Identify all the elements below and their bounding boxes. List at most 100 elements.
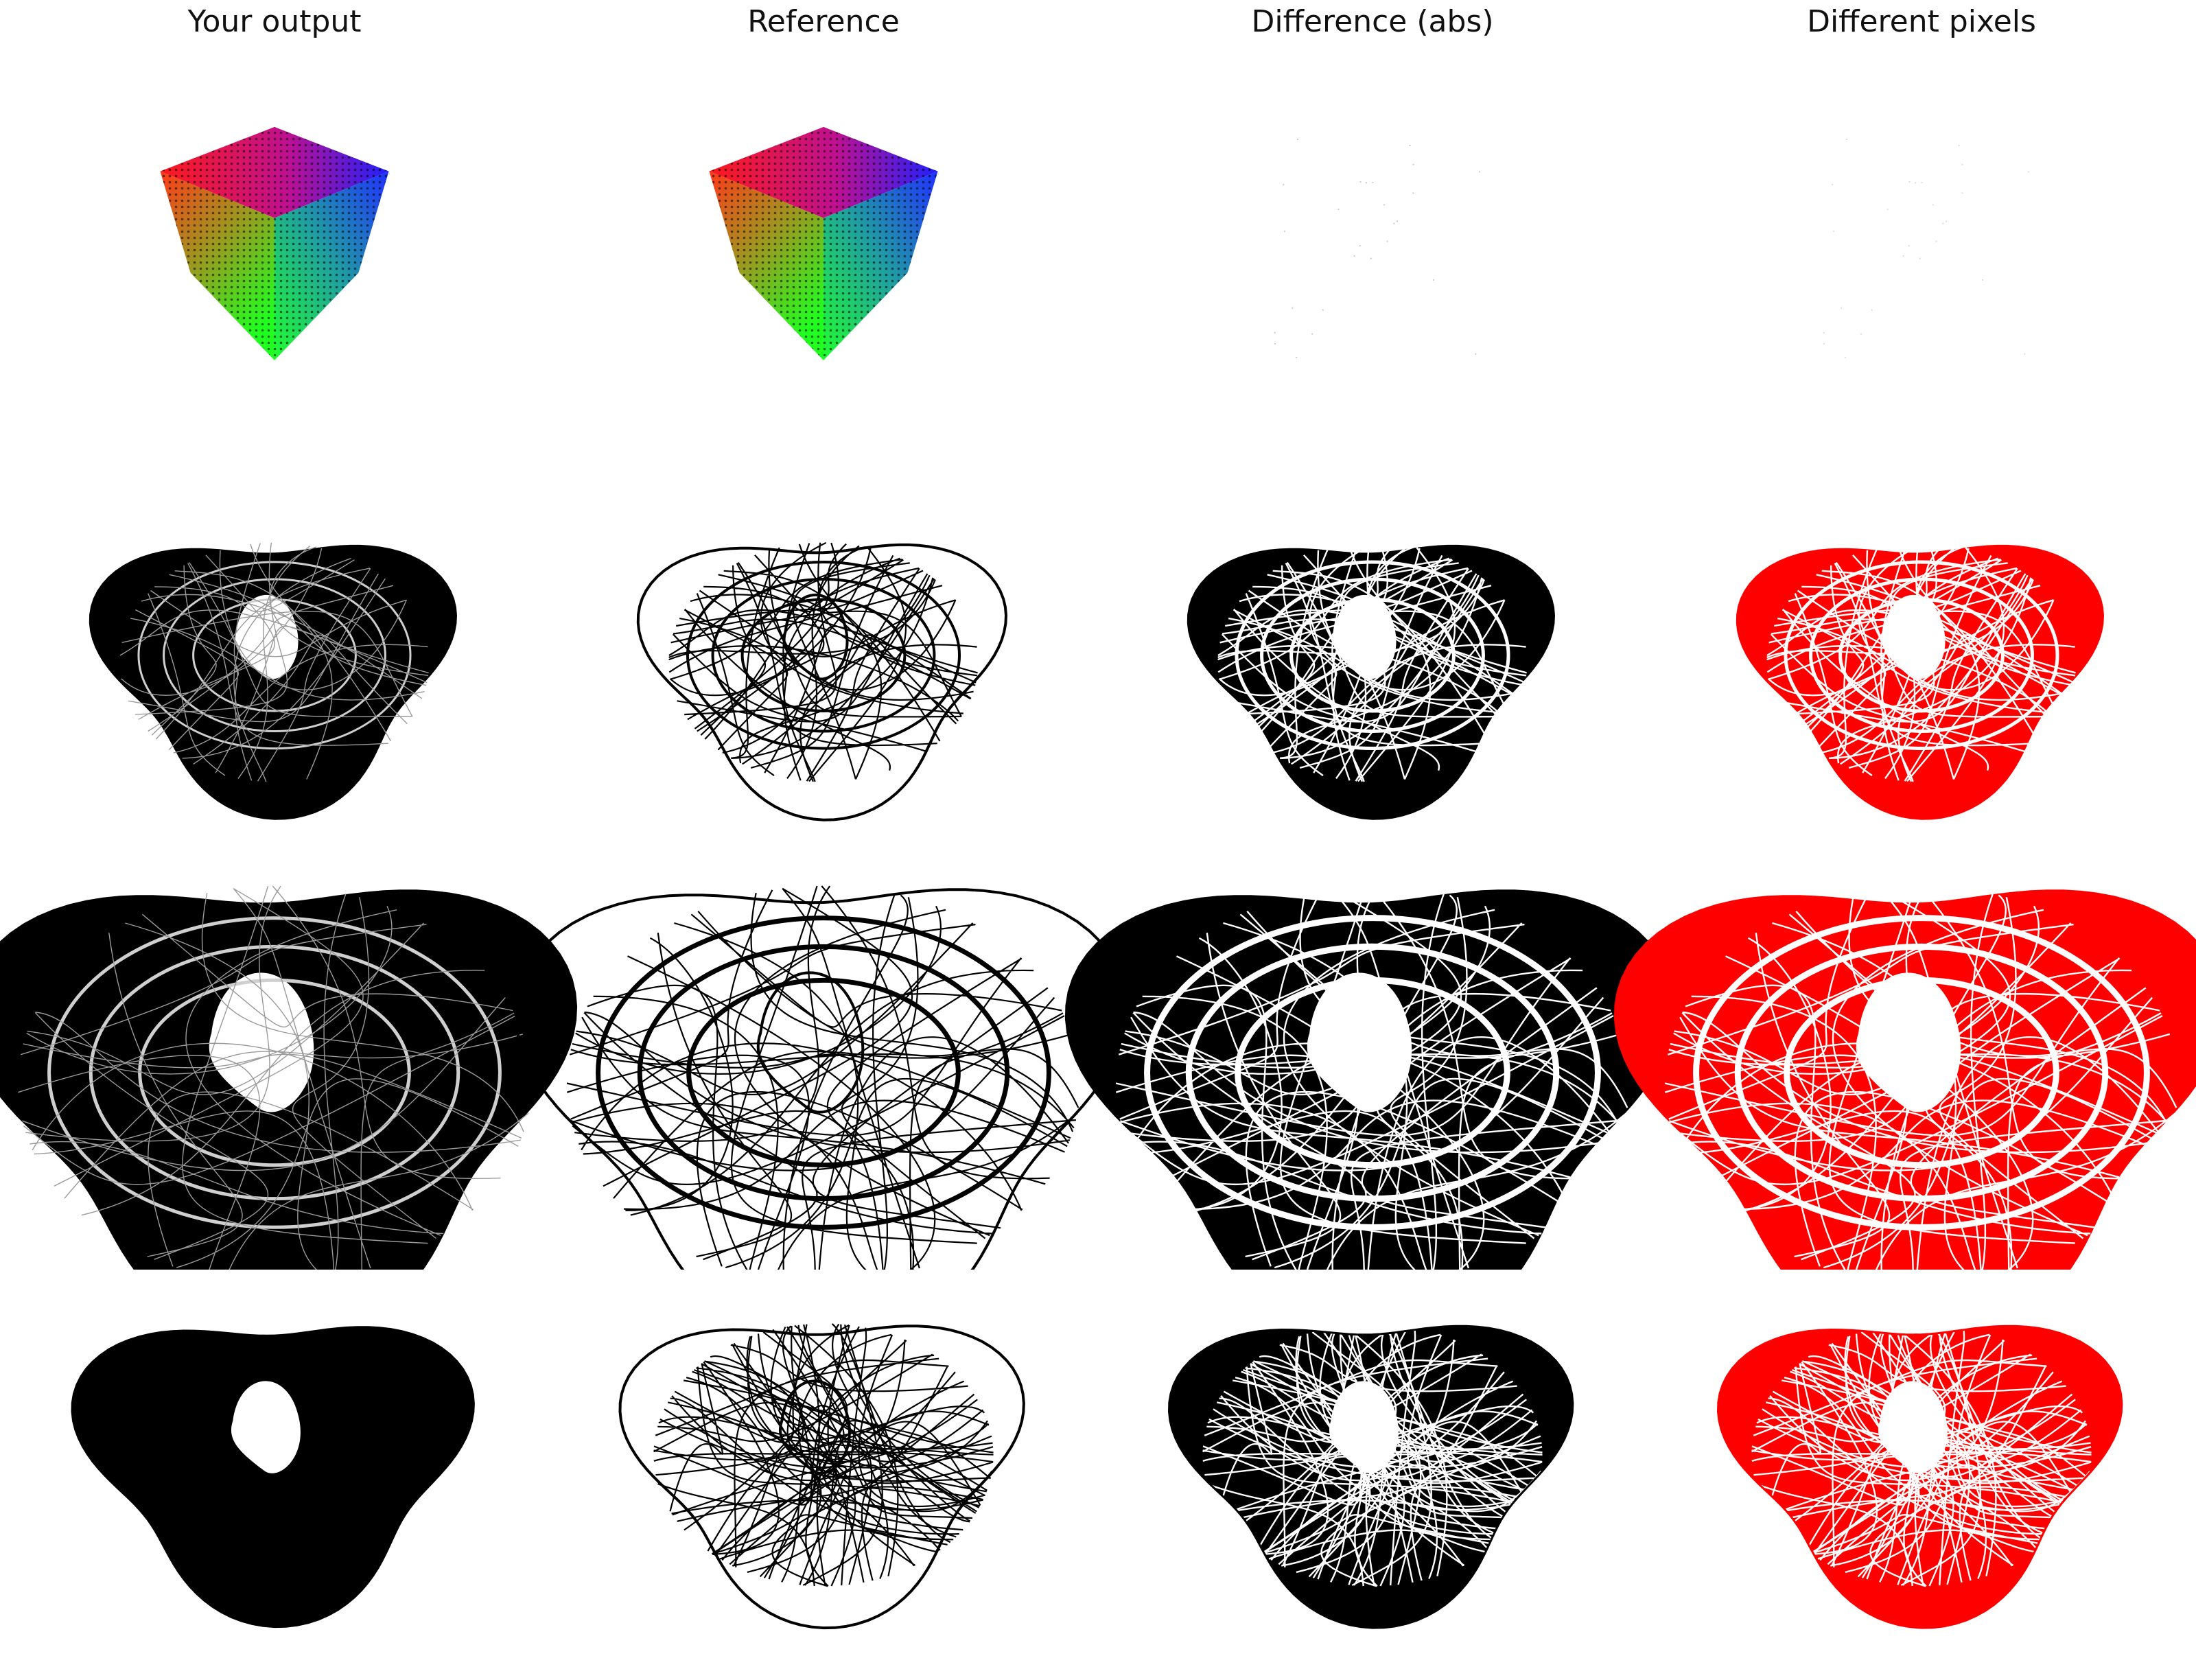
torus-silhouette [71, 1326, 475, 1629]
cube-diff-speck [1921, 181, 1923, 183]
torus-outline [636, 543, 1008, 821]
cube-diff-speck [1311, 333, 1313, 335]
torus-outline [514, 888, 1128, 1270]
cube-diff-speck [1908, 181, 1911, 183]
cube-diff-speck [1841, 307, 1843, 309]
torus-wire-rings [596, 915, 1051, 1230]
torus-diff-curves [1115, 885, 1628, 1270]
torus-wireframe-small-reference [636, 541, 1008, 821]
cube-diff-speck [1902, 255, 1904, 257]
cube-diff-speck [1295, 357, 1297, 359]
cube-diff-speck [1292, 307, 1294, 309]
torus-highlight-curves [119, 542, 429, 782]
cube-diff-speck [1958, 145, 1960, 147]
cube-point-grid-1 [709, 171, 824, 360]
cube-diff-speck [1961, 163, 1963, 165]
cube-diff-speck [1935, 240, 1937, 242]
torus-wireframe-dense-output [71, 1326, 475, 1629]
column-title-different-pixels: Different pixels [1807, 4, 2036, 39]
cube-diff-speck [2027, 171, 2029, 173]
cube-diff-speck [1946, 220, 1948, 222]
cube-diff-speck [1322, 309, 1324, 311]
torus-diff-curves [1202, 1323, 1543, 1587]
cube-diff-speck [2024, 353, 2026, 355]
torus-diff-rings [1693, 915, 2150, 1230]
rgb-point-cube-pixels [1823, 139, 2029, 359]
torus-diff-outline [1167, 1325, 1574, 1629]
cube-diff-speck [1932, 204, 1934, 206]
torus-diff-curves [1664, 885, 2177, 1270]
cube-diff-speck [1887, 209, 1889, 211]
torus-hole-outline [782, 594, 849, 681]
torus-wireframe-small-diff [1187, 541, 1555, 820]
cube-diff-speck [1919, 257, 1921, 259]
torus-wireframe-large-reference [514, 885, 1128, 1270]
cube-diff-speck [1942, 222, 1944, 224]
cube-diff-speck [1844, 357, 1846, 359]
torus-wireframe-small-pixels [1736, 541, 2104, 820]
cube-diff-speck [1833, 231, 1835, 233]
cube-diff-speck [1409, 145, 1411, 147]
cube-diff-speck [1386, 240, 1388, 242]
cube-diff-speck [1823, 342, 1825, 345]
torus-diff-curves [1751, 1323, 2092, 1587]
torus-wire-curves [566, 885, 1079, 1270]
torus-wire-rings [686, 560, 961, 750]
cube-diff-speck [1412, 163, 1414, 165]
rgb-point-cube-reference [709, 127, 938, 360]
torus-highlight-curves [18, 885, 529, 1270]
torus-diff-rings [1784, 560, 2059, 751]
cube-point-grid-1 [160, 171, 274, 360]
cube-diff-speck [1433, 279, 1435, 281]
cube-diff-speck [1478, 171, 1480, 173]
cube-diff-speck [1823, 331, 1825, 334]
column-title-output: Your output [187, 4, 362, 39]
torus-diff-outline [1716, 1325, 2123, 1629]
cube-diff-speck [1383, 204, 1385, 206]
rgb-point-cube-diff [1274, 139, 1480, 359]
column-title-difference: Difference (abs) [1251, 4, 1494, 39]
cube-diff-speck [1393, 222, 1395, 224]
cube-diff-speck [1370, 257, 1372, 259]
torus-diff-rings [1144, 915, 1601, 1230]
cube-diff-speck [1283, 183, 1285, 185]
cube-point-grid-0 [160, 127, 389, 218]
cube-diff-speck [1832, 183, 1834, 185]
cube-diff-speck [1338, 209, 1340, 211]
column-title-reference: Reference [747, 4, 900, 39]
torus-wireframe-dense-diff [1167, 1323, 1574, 1629]
torus-wireframe-small-output [89, 542, 458, 820]
cube-point-grid-2 [274, 171, 389, 360]
torus-wireframe-large-output [0, 885, 578, 1270]
torus-wireframe-dense-reference [618, 1323, 1025, 1630]
torus-hole-outline [779, 1379, 851, 1475]
cube-point-grid-2 [824, 171, 938, 360]
cube-diff-speck [1274, 331, 1276, 334]
cube-diff-speck [1412, 192, 1414, 194]
cube-diff-speck [1359, 245, 1361, 247]
cube-point-grid-0 [709, 127, 938, 218]
torus-diff-rings [1235, 560, 1510, 751]
cube-diff-speck [1982, 279, 1984, 281]
cube-diff-speck [1908, 245, 1910, 247]
cube-diff-speck [1475, 353, 1477, 355]
torus-wireframe-large-pixels [1613, 885, 2196, 1270]
torus-hole-outline [756, 971, 865, 1114]
cube-diff-speck [1284, 231, 1286, 233]
torus-outline [618, 1325, 1025, 1630]
cube-diff-speck [1359, 181, 1362, 183]
torus-wireframe-large-diff [1064, 885, 1676, 1270]
torus-highlight-rings [137, 561, 412, 750]
cube-diff-speck [1871, 309, 1873, 311]
cube-diff-speck [1397, 220, 1399, 222]
cube-diff-speck [1915, 182, 1917, 184]
rgb-point-cube-output [160, 127, 389, 360]
cube-diff-speck [1845, 139, 1847, 141]
cube-diff-speck [1366, 182, 1368, 184]
torus-wireframe-dense-pixels [1716, 1323, 2123, 1629]
cube-diff-speck [1274, 342, 1276, 345]
cube-diff-speck [1860, 333, 1862, 335]
cube-diff-speck [1296, 139, 1298, 141]
cube-diff-speck [1372, 181, 1374, 183]
